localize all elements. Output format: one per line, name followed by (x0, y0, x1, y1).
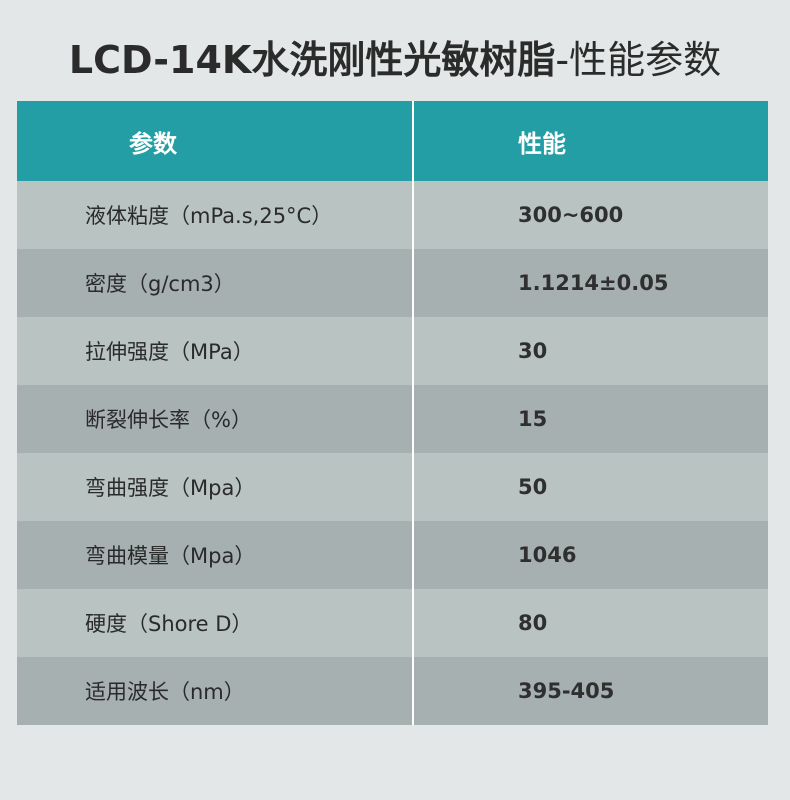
table-row: 液体粘度（mPa.s,25°C） 300~600 (17, 181, 768, 249)
table-row: 适用波长（nm） 395-405 (17, 657, 768, 725)
table-row: 拉伸强度（MPa） 30 (17, 317, 768, 385)
value-cell: 15 (412, 385, 768, 453)
spec-table: 参数 性能 液体粘度（mPa.s,25°C） 300~600 密度（g/cm3）… (17, 101, 768, 725)
column-header-performance: 性能 (412, 101, 768, 181)
parameter-cell: 断裂伸长率（%） (17, 385, 413, 453)
parameter-cell: 弯曲模量（Mpa） (17, 521, 413, 589)
page-title: LCD-14K水洗刚性光敏树脂-性能参数 (0, 34, 790, 86)
table-row: 弯曲模量（Mpa） 1046 (17, 521, 768, 589)
table-row: 断裂伸长率（%） 15 (17, 385, 768, 453)
parameter-cell: 硬度（Shore D） (17, 589, 413, 657)
value-cell: 395-405 (412, 657, 768, 725)
value-cell: 80 (412, 589, 768, 657)
value-cell: 30 (412, 317, 768, 385)
column-header-parameter: 参数 (17, 101, 413, 181)
page-title-suffix: -性能参数 (555, 38, 722, 82)
parameter-cell: 拉伸强度（MPa） (17, 317, 413, 385)
value-cell: 300~600 (412, 181, 768, 249)
value-cell: 1.1214±0.05 (412, 249, 768, 317)
parameter-cell: 弯曲强度（Mpa） (17, 453, 413, 521)
page-title-product: LCD-14K水洗刚性光敏树脂 (68, 38, 556, 82)
value-cell: 1046 (412, 521, 768, 589)
table-row: 硬度（Shore D） 80 (17, 589, 768, 657)
table-row: 密度（g/cm3） 1.1214±0.05 (17, 249, 768, 317)
parameter-cell: 适用波长（nm） (17, 657, 413, 725)
table-header-row: 参数 性能 (17, 101, 768, 181)
value-cell: 50 (412, 453, 768, 521)
parameter-cell: 液体粘度（mPa.s,25°C） (17, 181, 413, 249)
parameter-cell: 密度（g/cm3） (17, 249, 413, 317)
table-row: 弯曲强度（Mpa） 50 (17, 453, 768, 521)
